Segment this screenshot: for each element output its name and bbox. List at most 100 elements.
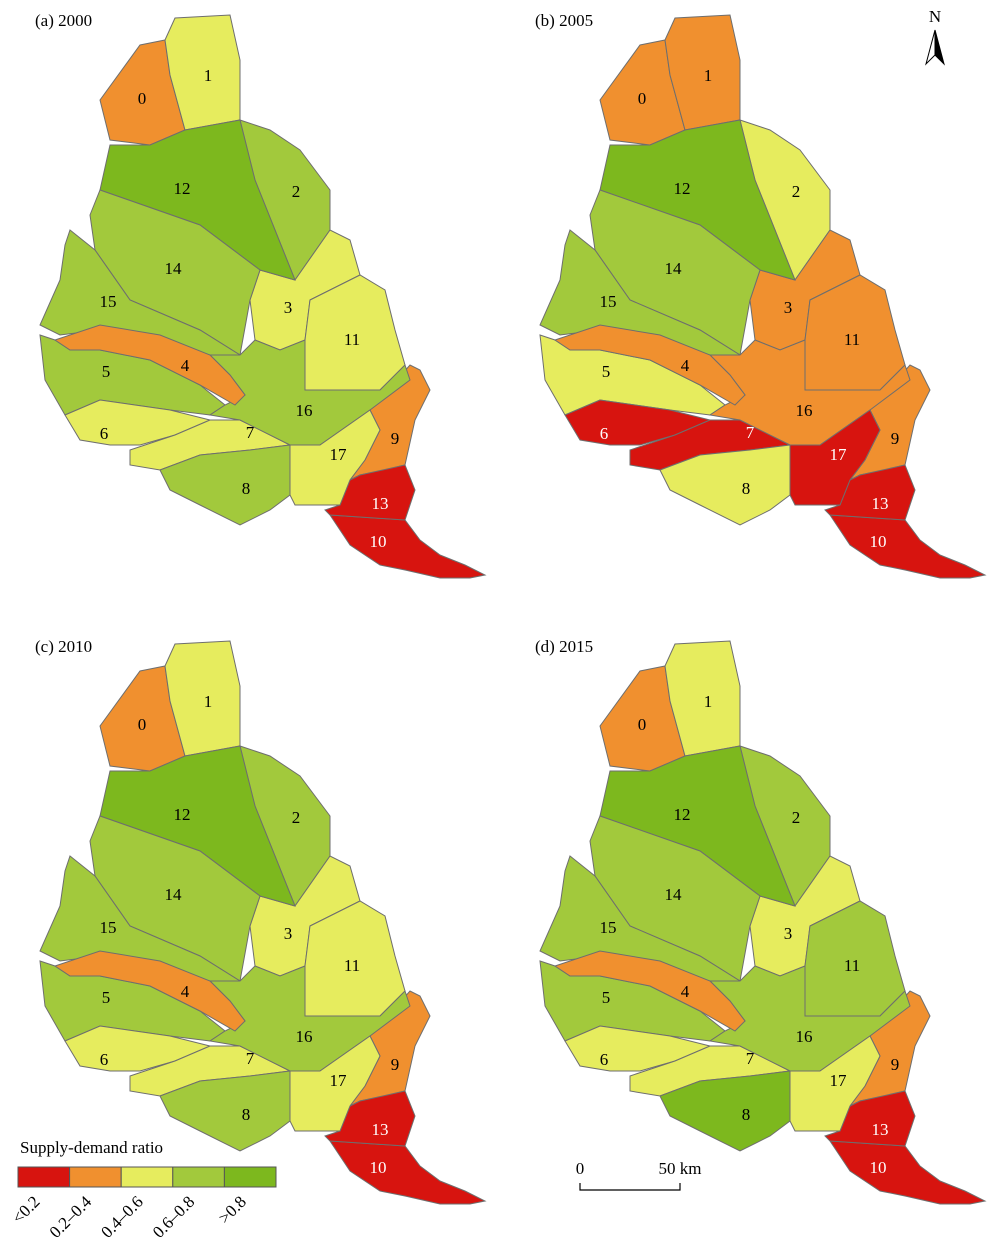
region <box>159 1070 291 1152</box>
region-label: 13 <box>872 494 889 513</box>
region-label: 17 <box>830 445 848 464</box>
region <box>53 324 246 406</box>
region-label: 12 <box>174 805 191 824</box>
region <box>824 464 916 521</box>
region-label: 12 <box>674 805 691 824</box>
region-label: 9 <box>891 1055 900 1074</box>
legend-swatch <box>120 1166 174 1188</box>
region-label: 6 <box>600 1050 609 1069</box>
region-label: 2 <box>292 182 301 201</box>
region-label: 9 <box>891 429 900 448</box>
region <box>324 1090 416 1147</box>
legend-label: >0.8 <box>215 1192 250 1227</box>
region-label: 0 <box>638 715 647 734</box>
region-label: 12 <box>674 179 691 198</box>
region-label: 10 <box>370 532 387 551</box>
legend-title: Supply-demand ratio <box>20 1138 163 1157</box>
region-label: 3 <box>784 298 793 317</box>
region-label: 17 <box>830 1071 848 1090</box>
region <box>824 1090 916 1147</box>
panel-title: (d) 2015 <box>535 637 593 656</box>
region-label: 16 <box>296 401 313 420</box>
region-label: 3 <box>284 298 293 317</box>
region-label: 13 <box>872 1120 889 1139</box>
legend-label: 0.6–0.8 <box>149 1192 198 1241</box>
region-label: 5 <box>602 988 611 1007</box>
region-label: 14 <box>165 885 183 904</box>
region-label: 8 <box>242 479 251 498</box>
region-label: 3 <box>784 924 793 943</box>
region-label: 9 <box>391 429 400 448</box>
region-label: 5 <box>102 362 111 381</box>
region <box>664 14 741 131</box>
region-label: 10 <box>370 1158 387 1177</box>
region-label: 3 <box>284 924 293 943</box>
north-arrow-right <box>934 29 945 66</box>
region-label: 1 <box>704 692 713 711</box>
region-label: 5 <box>102 988 111 1007</box>
region-label: 6 <box>100 1050 109 1069</box>
region <box>289 409 381 506</box>
region-label: 15 <box>100 292 117 311</box>
region-label: 7 <box>746 1049 755 1068</box>
region <box>164 640 241 757</box>
region-label: 17 <box>330 445 348 464</box>
region <box>659 444 791 526</box>
legend-swatch <box>223 1166 277 1188</box>
region-label: 6 <box>100 424 109 443</box>
scale-label: 50 km <box>659 1159 702 1178</box>
region-label: 7 <box>746 423 755 442</box>
region-label: 6 <box>600 424 609 443</box>
region-label: 17 <box>330 1071 348 1090</box>
region-label: 16 <box>796 1027 813 1046</box>
north-arrow-left <box>925 29 936 66</box>
region-label: 11 <box>844 330 860 349</box>
region-label: 16 <box>296 1027 313 1046</box>
panel-title: (b) 2005 <box>535 11 593 30</box>
scale-line <box>579 1183 681 1191</box>
region-label: 4 <box>181 356 190 375</box>
region-label: 10 <box>870 532 887 551</box>
region <box>664 640 741 757</box>
region-label: 11 <box>344 956 360 975</box>
region-label: 1 <box>704 66 713 85</box>
legend-swatch <box>69 1166 122 1188</box>
region-label: 15 <box>600 918 617 937</box>
region-label: 0 <box>638 89 647 108</box>
north-arrow: N <box>925 7 945 66</box>
region <box>53 950 246 1032</box>
region-label: 7 <box>246 423 255 442</box>
north-label: N <box>929 7 941 26</box>
region-label: 16 <box>796 401 813 420</box>
region-label: 8 <box>742 1105 751 1124</box>
region-label: 7 <box>246 1049 255 1068</box>
region <box>829 514 987 579</box>
region-label: 4 <box>681 356 690 375</box>
region-label: 0 <box>138 715 147 734</box>
panel-title: (a) 2000 <box>35 11 92 30</box>
region-label: 1 <box>204 692 213 711</box>
region-label: 8 <box>742 479 751 498</box>
region <box>553 324 746 406</box>
region <box>289 1035 381 1132</box>
region <box>789 409 881 506</box>
region-label: 4 <box>681 982 690 1001</box>
region <box>324 464 416 521</box>
region <box>789 1035 881 1132</box>
region-label: 12 <box>174 179 191 198</box>
region <box>329 1140 487 1205</box>
panel-title: (c) 2010 <box>35 637 92 656</box>
region-label: 4 <box>181 982 190 1001</box>
region <box>329 514 487 579</box>
region-label: 2 <box>792 808 801 827</box>
region-label: 9 <box>391 1055 400 1074</box>
region <box>829 1140 987 1205</box>
scale-label: 0 <box>576 1159 585 1178</box>
region-label: 11 <box>844 956 860 975</box>
region-label: 14 <box>665 259 683 278</box>
region <box>164 14 241 131</box>
region-label: 11 <box>344 330 360 349</box>
